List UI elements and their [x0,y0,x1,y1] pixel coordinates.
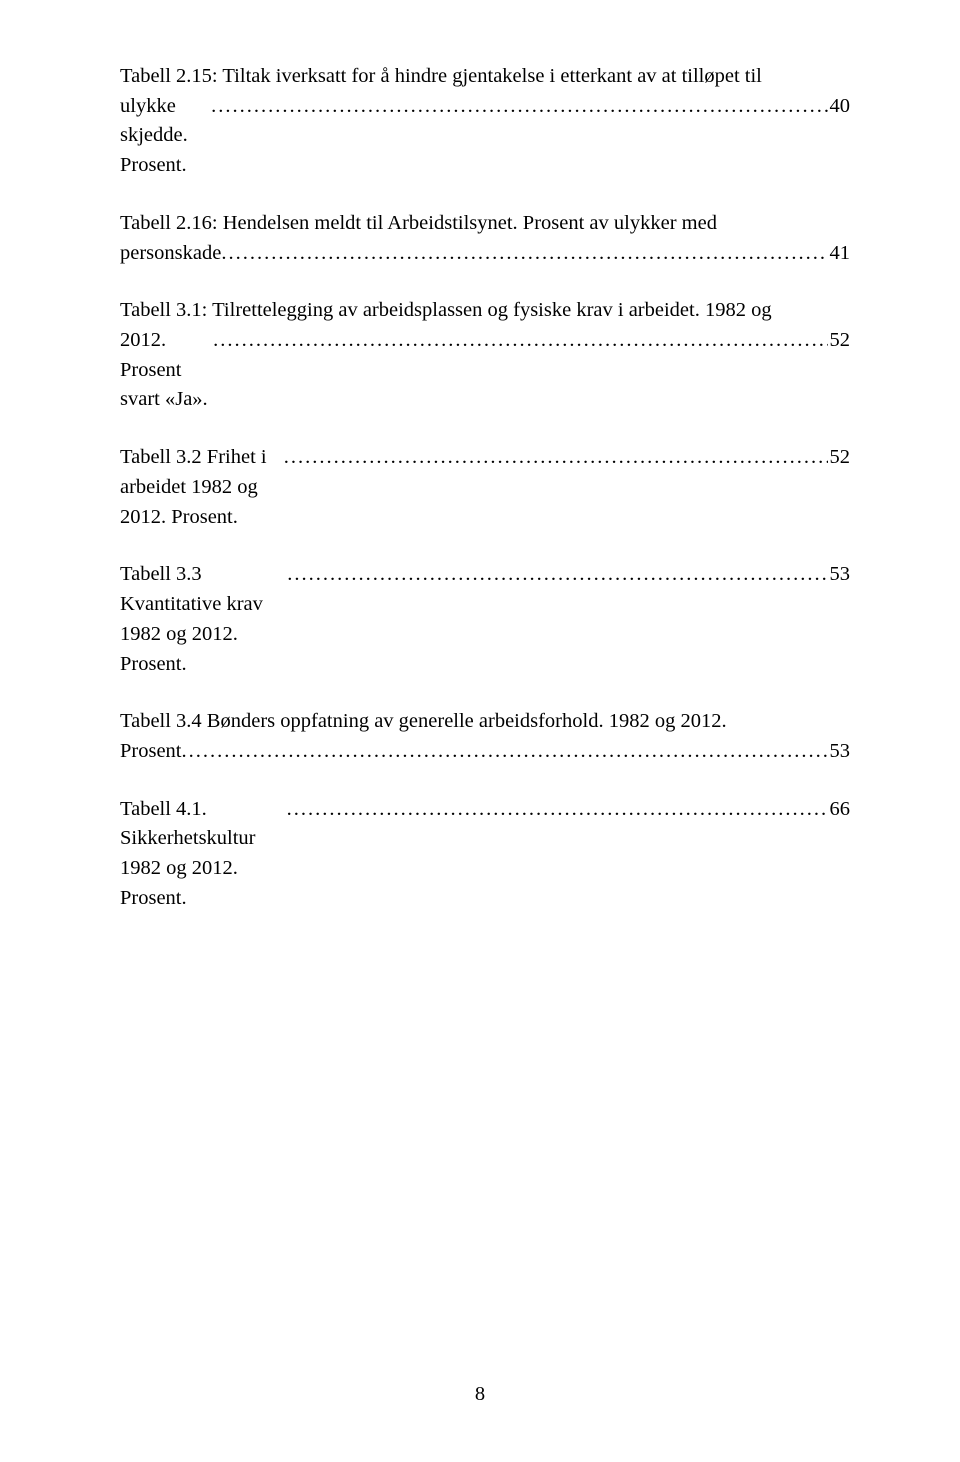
toc-entry-lastline: Tabell 3.3 Kvantitative krav 1982 og 201… [120,560,850,679]
toc-entry-page: 53 [828,737,851,767]
toc-entry-page: 52 [828,443,851,473]
toc-leader-dots [226,239,827,269]
toc-entry-text: Tabell 3.4 Bønders oppfatning av generel… [120,707,850,737]
toc-entry-lastline: Tabell 3.2 Frihet i arbeidet 1982 og 201… [120,443,850,532]
toc-entry-text: Tabell 3.1: Tilrettelegging av arbeidspl… [120,296,850,326]
toc-entry-lastline: Prosent. 53 [120,737,850,767]
toc-entry-page: 53 [828,560,851,590]
toc-entry: Tabell 3.3 Kvantitative krav 1982 og 201… [120,560,850,679]
toc-leader-dots [285,560,827,590]
toc-entry: Tabell 4.1. Sikkerhetskultur 1982 og 201… [120,795,850,914]
toc-leader-dots [211,326,827,356]
toc-entry-text: Tabell 4.1. Sikkerhetskultur 1982 og 201… [120,795,285,914]
toc-entry-page: 40 [828,92,851,122]
toc-entry-text: 2012. Prosent svart «Ja». [120,326,211,415]
toc-entry-lastline: ulykke skjedde. Prosent. 40 [120,92,850,181]
toc-entry-page: 41 [828,239,851,269]
toc-entry-text: Tabell 3.3 Kvantitative krav 1982 og 201… [120,560,285,679]
toc-entry-lastline: Tabell 4.1. Sikkerhetskultur 1982 og 201… [120,795,850,914]
toc-leader-dots [209,92,827,122]
toc-entry-text: Tabell 3.2 Frihet i arbeidet 1982 og 201… [120,443,282,532]
toc-entry-page: 52 [828,326,851,356]
toc-leader-dots [285,795,828,825]
toc-entry-text: Prosent. [120,737,187,767]
page-root: Tabell 2.15: Tiltak iverksatt for å hind… [0,0,960,1462]
toc-entry-text: Tabell 2.15: Tiltak iverksatt for å hind… [120,62,850,92]
toc-entry: Tabell 2.16: Hendelsen meldt til Arbeids… [120,209,850,268]
toc-entry-text: personskade. [120,239,226,269]
page-number: 8 [0,1383,960,1406]
toc-entry-page: 66 [828,795,851,825]
toc-entry: Tabell 3.2 Frihet i arbeidet 1982 og 201… [120,443,850,532]
toc-entry-lastline: personskade. 41 [120,239,850,269]
toc-entry: Tabell 3.1: Tilrettelegging av arbeidspl… [120,296,850,415]
toc-entry: Tabell 2.15: Tiltak iverksatt for å hind… [120,62,850,181]
toc-entry: Tabell 3.4 Bønders oppfatning av generel… [120,707,850,766]
toc-entry-text: ulykke skjedde. Prosent. [120,92,209,181]
toc-entry-text: Tabell 2.16: Hendelsen meldt til Arbeids… [120,209,850,239]
toc-leader-dots [187,737,828,767]
toc-entry-lastline: 2012. Prosent svart «Ja». 52 [120,326,850,415]
toc-leader-dots [282,443,828,473]
toc-list: Tabell 2.15: Tiltak iverksatt for å hind… [120,62,850,914]
